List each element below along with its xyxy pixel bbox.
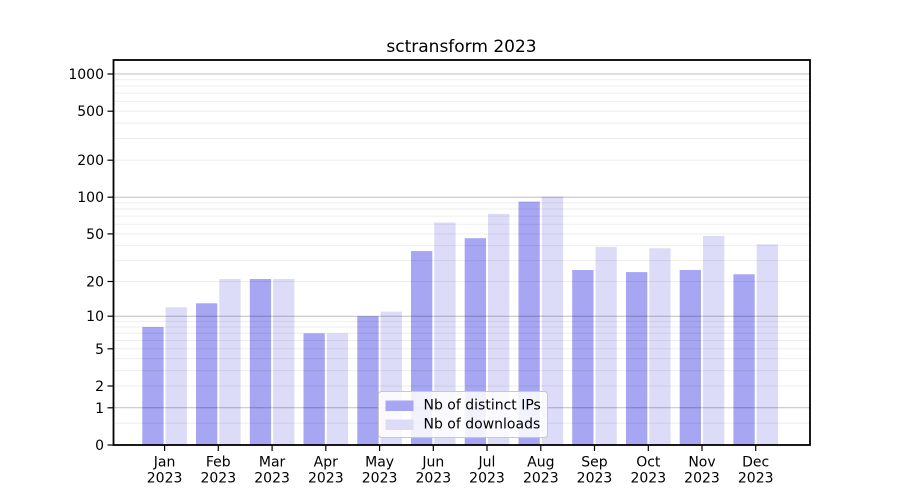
x-tick-label-year-dec: 2023 xyxy=(738,471,774,487)
y-tick-label-200: 200 xyxy=(77,153,104,169)
x-tick-label-month-nov: Nov xyxy=(688,455,715,471)
legend-label-downloads: Nb of downloads xyxy=(424,417,541,433)
legend-swatch-downloads xyxy=(385,419,414,430)
chart-title: sctransform 2023 xyxy=(386,37,536,57)
bar-downloads-apr xyxy=(326,333,349,445)
bar-downloads-oct xyxy=(649,248,671,445)
bar-distinct-ips-jan xyxy=(142,327,164,445)
y-tick-label-10: 10 xyxy=(86,309,104,325)
x-tick-label-year-mar: 2023 xyxy=(254,471,290,487)
y-tick-label-20: 20 xyxy=(86,275,104,291)
bar-distinct-ips-sep xyxy=(572,270,594,445)
y-tick-label-50: 50 xyxy=(86,227,104,243)
bar-distinct-ips-may xyxy=(357,316,379,445)
x-tick-label-month-jun: Jun xyxy=(421,455,444,471)
x-tick-label-year-nov: 2023 xyxy=(684,471,720,487)
bar-distinct-ips-feb xyxy=(196,303,218,445)
bar-downloads-jan xyxy=(165,307,187,445)
y-tick-label-1000: 1000 xyxy=(68,67,104,83)
x-tick-label-month-aug: Aug xyxy=(527,455,554,471)
bar-downloads-dec xyxy=(756,244,778,445)
bar-distinct-ips-nov xyxy=(679,270,701,445)
legend-label-distinct-ips: Nb of distinct IPs xyxy=(424,398,541,414)
bar-distinct-ips-aug xyxy=(518,201,540,445)
x-tick-label-year-apr: 2023 xyxy=(308,471,344,487)
x-tick-label-month-dec: Dec xyxy=(742,455,769,471)
x-tick-label-month-apr: Apr xyxy=(314,455,338,471)
bar-downloads-sep xyxy=(595,246,617,445)
x-tick-label-year-jan: 2023 xyxy=(147,471,183,487)
grid-layer xyxy=(113,73,810,424)
y-tick-label-500: 500 xyxy=(77,104,104,120)
x-tick-label-month-jul: Jul xyxy=(478,455,496,471)
bar-downloads-jul xyxy=(488,213,510,445)
x-tick-label-year-feb: 2023 xyxy=(200,471,236,487)
y-tick-label-2: 2 xyxy=(95,379,104,395)
y-tick-label-5: 5 xyxy=(95,342,104,358)
bar-distinct-ips-apr xyxy=(303,333,325,445)
x-tick-label-month-feb: Feb xyxy=(206,455,231,471)
legend-layer: Nb of distinct IPs Nb of downloads xyxy=(378,391,548,438)
x-tick-label-month-sep: Sep xyxy=(581,455,608,471)
legend-swatch-distinct-ips xyxy=(385,400,414,411)
x-tick-label-year-aug: 2023 xyxy=(523,471,559,487)
x-tick-label-year-jul: 2023 xyxy=(469,471,505,487)
legend-box xyxy=(378,391,548,438)
x-tick-label-year-oct: 2023 xyxy=(630,471,666,487)
y-tick-label-1: 1 xyxy=(95,401,104,417)
x-tick-label-month-oct: Oct xyxy=(636,455,661,471)
bar-distinct-ips-dec xyxy=(733,274,755,445)
y-tick-label-100: 100 xyxy=(77,190,104,206)
x-tick-label-month-mar: Mar xyxy=(259,455,286,471)
bar-downloads-feb xyxy=(219,279,241,445)
x-tick-label-month-jan: Jan xyxy=(153,455,176,471)
plot-border xyxy=(112,59,811,446)
x-tick-label-month-may: May xyxy=(365,455,394,471)
bar-downloads-jun xyxy=(434,222,456,445)
bar-distinct-ips-mar xyxy=(249,279,272,445)
bar-downloads-mar xyxy=(273,279,295,445)
x-tick-label-year-may: 2023 xyxy=(362,471,398,487)
axes-layer: 01251020501002005001000Jan2023Feb2023Mar… xyxy=(68,59,811,487)
x-tick-label-year-jun: 2023 xyxy=(415,471,451,487)
bar-distinct-ips-oct xyxy=(626,272,648,445)
bar-downloads-aug xyxy=(541,196,564,445)
x-tick-label-year-sep: 2023 xyxy=(577,471,613,487)
y-tick-label-0: 0 xyxy=(95,438,104,454)
bar-downloads-nov xyxy=(703,236,725,445)
